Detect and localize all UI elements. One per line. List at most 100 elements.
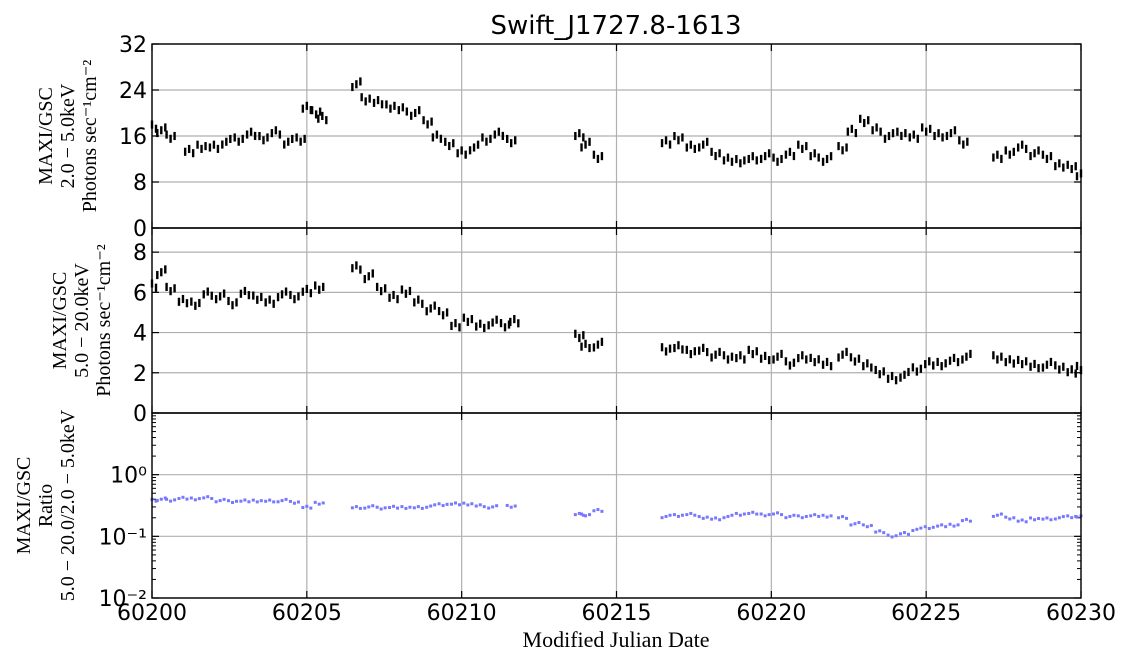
data-point <box>474 504 478 508</box>
data-point <box>718 518 722 522</box>
data-point <box>1012 516 1016 520</box>
data-point <box>350 506 354 510</box>
data-point <box>505 503 509 507</box>
data-point <box>309 506 313 510</box>
data-point <box>931 525 935 529</box>
data-point <box>759 512 763 516</box>
y-tick-label: 10⁰ <box>110 464 147 489</box>
data-point <box>231 500 235 504</box>
data-point <box>804 514 808 518</box>
data-point <box>772 512 776 516</box>
data-point <box>487 506 491 510</box>
data-point <box>964 517 968 521</box>
data-point <box>301 506 305 510</box>
x-tick-label: 60205 <box>272 601 342 626</box>
data-point <box>441 504 445 508</box>
data-point <box>948 522 952 526</box>
data-point <box>227 499 231 503</box>
data-point <box>1033 518 1037 522</box>
data-point <box>936 524 940 528</box>
data-point <box>689 511 693 515</box>
data-point <box>462 501 466 505</box>
data-point <box>581 513 585 517</box>
data-point <box>1061 515 1065 519</box>
data-point <box>865 525 869 529</box>
data-point <box>956 523 960 527</box>
data-point <box>210 496 214 500</box>
y-tick-label: 24 <box>119 79 147 104</box>
data-point <box>255 500 259 504</box>
x-tick-label: 60220 <box>736 601 806 626</box>
data-point <box>755 512 759 516</box>
data-point <box>763 514 767 518</box>
y-tick-label: 8 <box>133 241 147 266</box>
data-point <box>714 516 718 520</box>
data-point <box>437 502 441 506</box>
data-point <box>272 500 276 504</box>
y-tick-label: 8 <box>133 171 147 196</box>
x-tick-label: 60200 <box>117 601 187 626</box>
data-point <box>268 498 272 502</box>
data-point <box>861 523 865 527</box>
data-point <box>392 504 396 508</box>
data-point <box>185 497 189 501</box>
data-point <box>660 516 664 520</box>
data-point <box>1020 518 1024 522</box>
data-point <box>911 529 915 533</box>
data-point <box>259 499 263 503</box>
data-point <box>264 499 268 503</box>
data-point <box>313 500 317 504</box>
data-point <box>416 505 420 509</box>
data-point <box>995 513 999 517</box>
data-point <box>197 497 201 501</box>
data-point <box>825 515 829 519</box>
data-point <box>600 509 604 513</box>
data-point <box>588 513 592 517</box>
y-tick-label: 0 <box>133 217 147 242</box>
data-point <box>1049 518 1053 522</box>
data-point <box>919 526 923 530</box>
data-point <box>284 497 288 501</box>
data-point <box>780 513 784 517</box>
data-point <box>776 511 780 515</box>
data-point <box>592 509 596 513</box>
data-point <box>902 531 906 535</box>
data-point <box>693 513 697 517</box>
data-point <box>1016 519 1020 523</box>
data-point <box>701 516 705 520</box>
data-point <box>181 495 185 499</box>
data-point <box>383 506 387 510</box>
data-point <box>367 505 371 509</box>
data-point <box>841 515 845 519</box>
data-point <box>354 505 358 509</box>
data-point <box>857 521 861 525</box>
x-tick-label: 60225 <box>891 601 961 626</box>
data-point <box>968 519 972 523</box>
data-point <box>837 516 841 520</box>
data-point <box>169 499 173 503</box>
y-tick-label: 32 <box>119 33 147 58</box>
data-point <box>317 502 321 506</box>
data-point <box>408 505 412 509</box>
data-point <box>813 513 817 517</box>
data-point <box>457 503 461 507</box>
data-point <box>1029 516 1033 520</box>
data-point <box>680 513 684 517</box>
data-point <box>280 499 284 503</box>
data-point <box>243 498 247 502</box>
data-point <box>509 505 513 509</box>
x-tick-label: 60230 <box>1046 601 1116 626</box>
data-point <box>251 498 255 502</box>
data-point <box>573 513 577 517</box>
data-point <box>874 530 878 534</box>
y-tick-label: 4 <box>133 322 147 347</box>
data-point <box>1045 516 1049 520</box>
y-axis-label-line: Photons sec⁻¹cm⁻² <box>79 60 101 213</box>
data-point <box>705 515 709 519</box>
data-point <box>292 501 296 505</box>
data-point <box>288 499 292 503</box>
data-point <box>722 516 726 520</box>
data-point <box>177 496 181 500</box>
data-point <box>388 506 392 510</box>
